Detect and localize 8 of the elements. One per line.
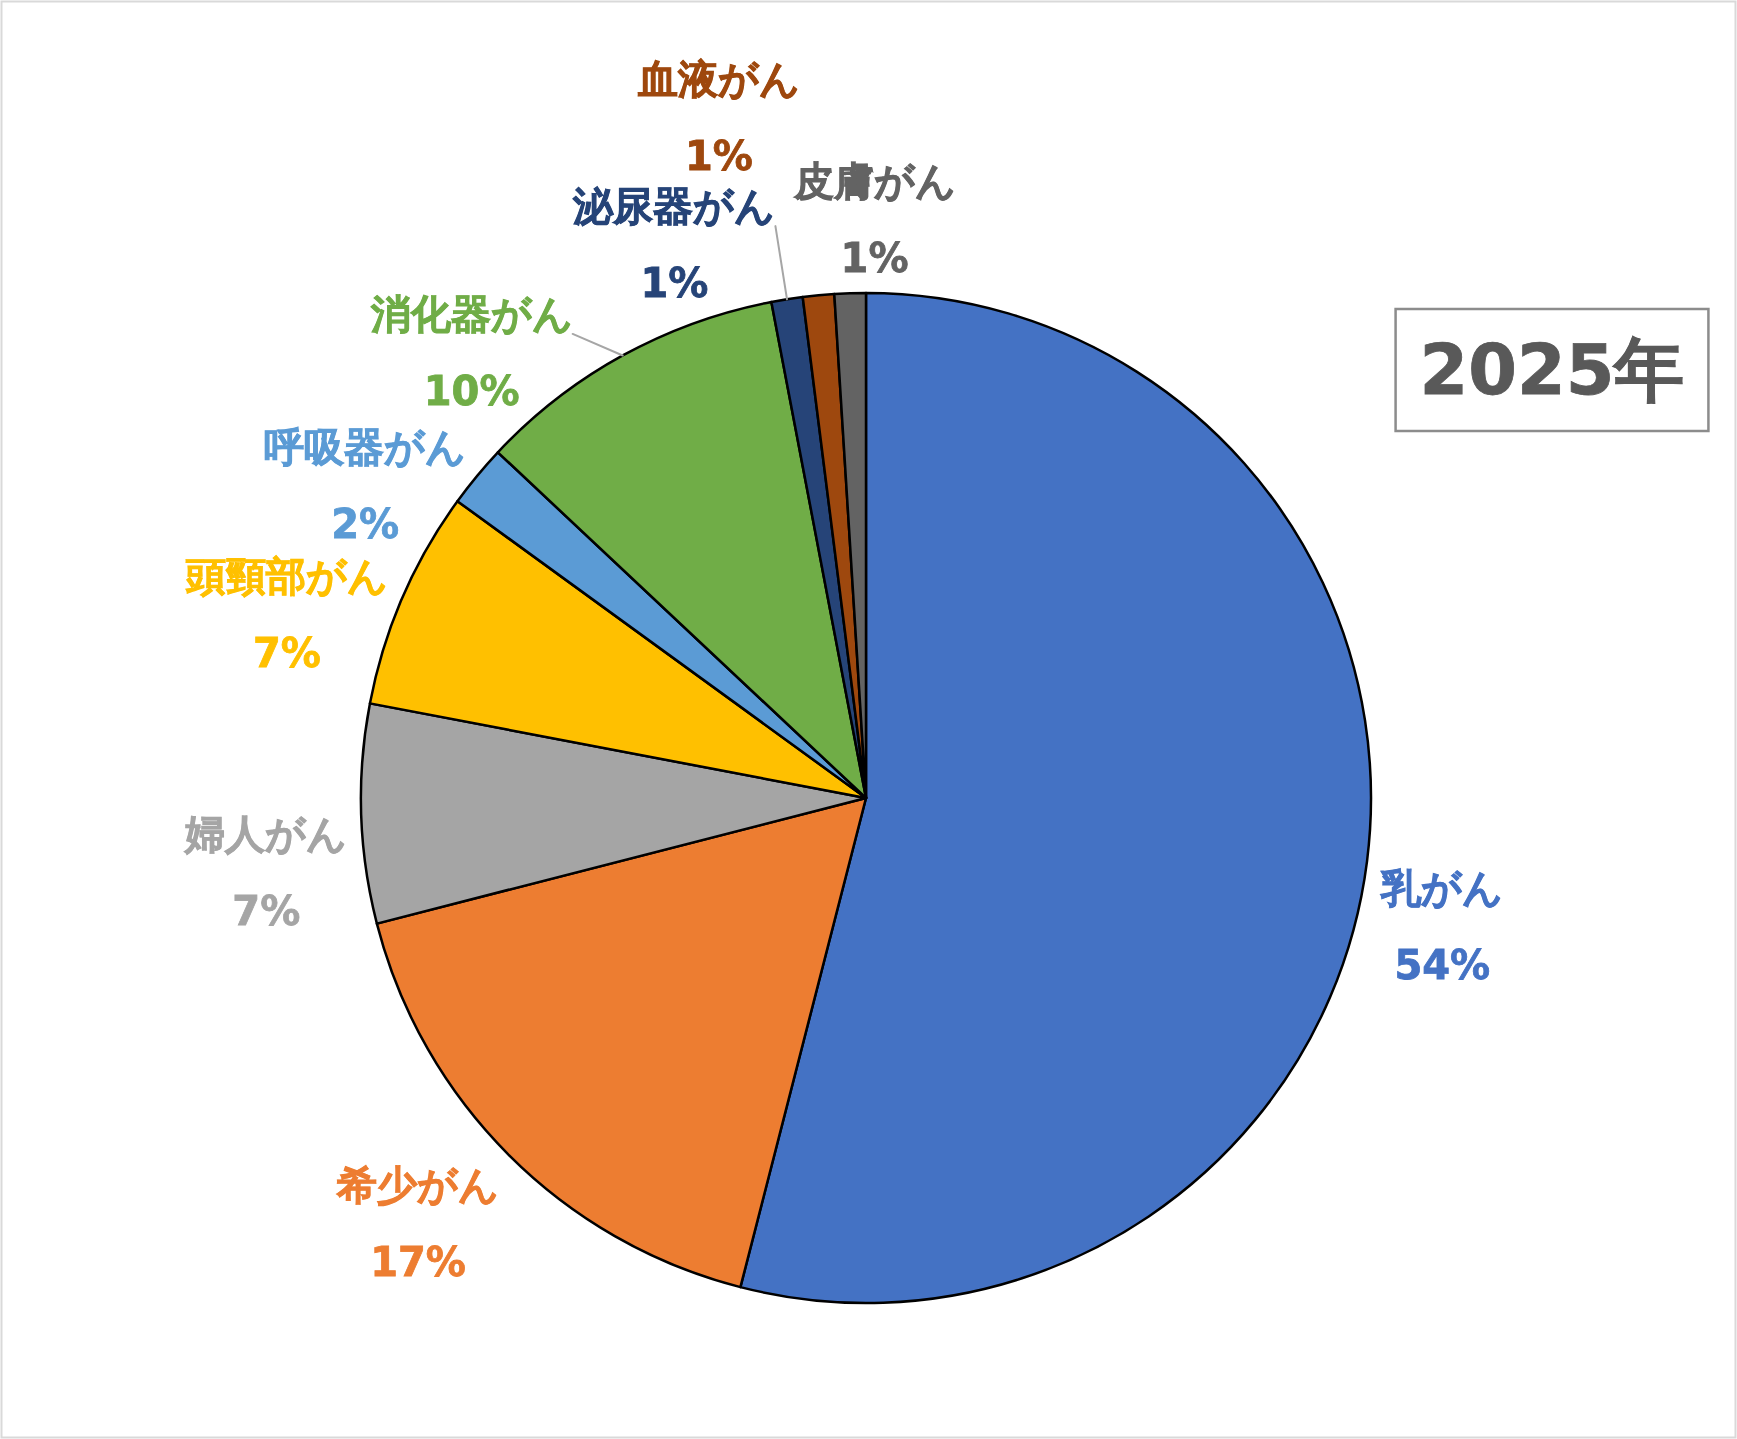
data-label: 希少がん 17% — [337, 1162, 499, 1285]
data-label: 頭頸部がん 7% — [185, 553, 388, 677]
data-label: 乳がん 54% — [1381, 864, 1504, 988]
data-label: 消化器がん 10% — [370, 290, 573, 414]
data-label: 呼吸器がん 2% — [264, 424, 467, 548]
data-label: 婦人がん 7% — [185, 811, 348, 935]
data-label: 泌尿器がん 1% — [573, 183, 776, 307]
title: 2025年 — [1394, 307, 1710, 433]
